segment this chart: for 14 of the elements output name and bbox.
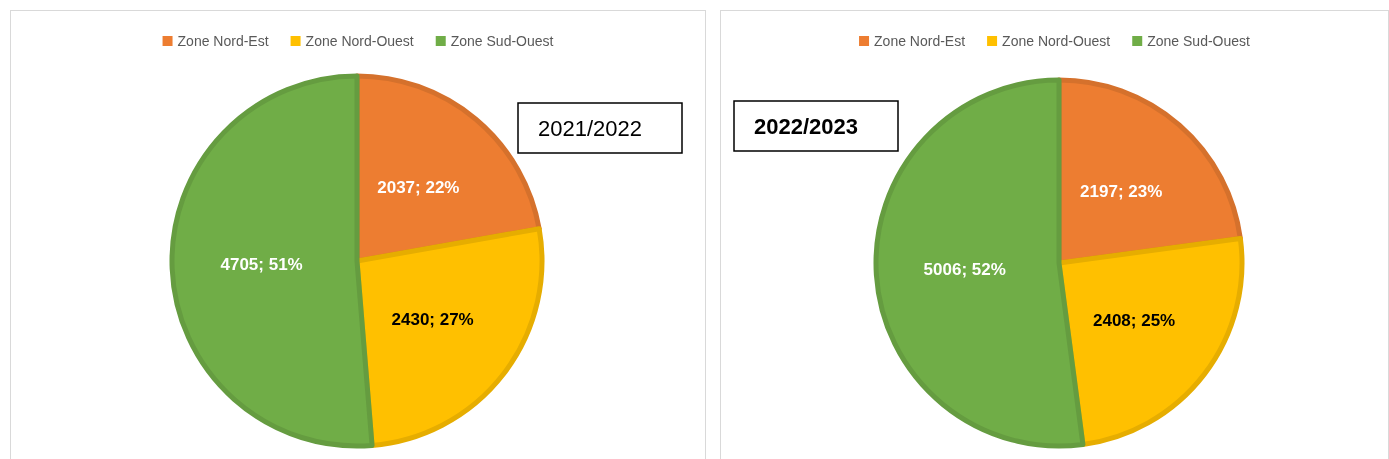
legend-label: Zone Nord-Est	[177, 33, 269, 49]
data-label: 2430; 27%	[391, 309, 474, 329]
data-label: 2408; 25%	[1092, 310, 1176, 330]
legend-label: Zone Sud-Ouest	[450, 33, 554, 49]
text: 2021/2022	[538, 115, 642, 141]
data-label: 2037; 22%	[377, 178, 460, 198]
legend-label: Zone Nord-Est	[874, 33, 966, 49]
data-label: 2197; 23%	[1080, 182, 1163, 202]
data-label: 4705; 51%	[220, 255, 303, 275]
data-label: 5006; 52%	[923, 259, 1006, 279]
legend-label: Zone Nord-Ouest	[1002, 33, 1111, 49]
legend-label: Zone Nord-Ouest	[305, 33, 414, 49]
legend-label: Zone Sud-Ouest	[1147, 33, 1251, 49]
text: 2022/2023	[754, 113, 858, 139]
